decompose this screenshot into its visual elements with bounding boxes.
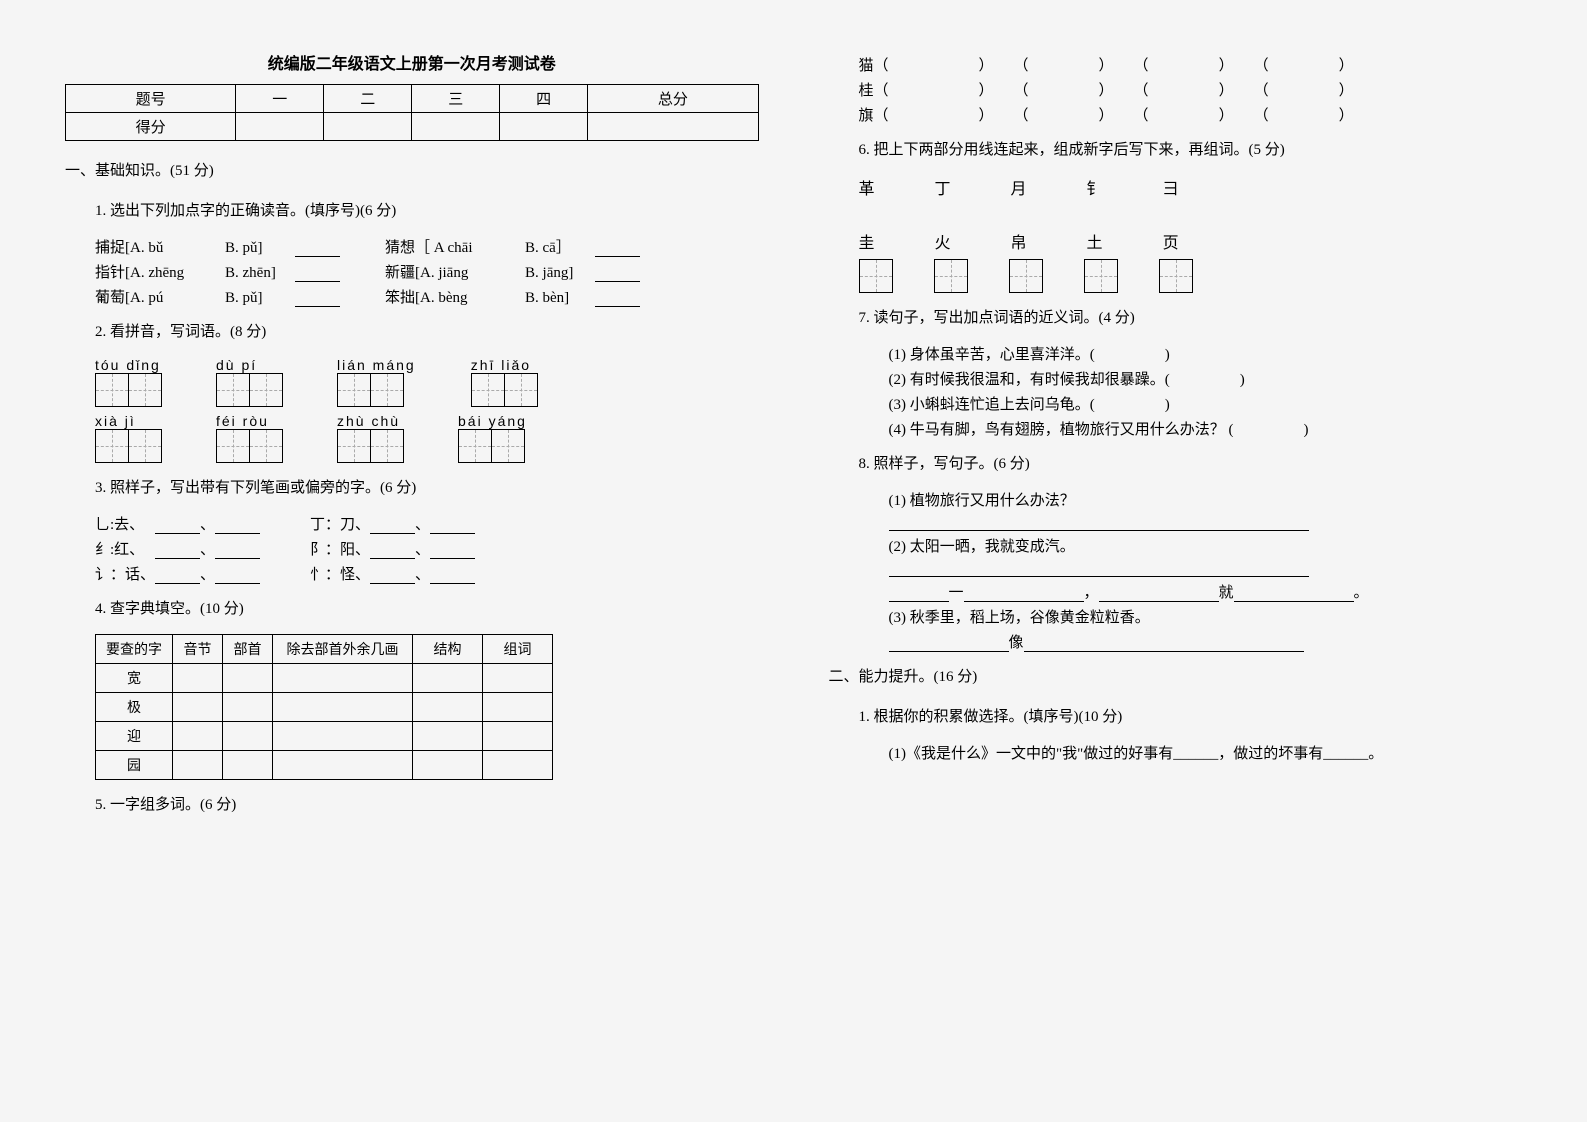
- s2-q1: 1. 根据你的积累做选择。(填序号)(10 分): [829, 702, 1523, 732]
- q7-title: 7. 读句子，写出加点词语的近义词。(4 分): [829, 303, 1523, 333]
- dict-header: 音节: [173, 635, 223, 664]
- answer-box: [1009, 259, 1043, 293]
- dict-header: 结构: [413, 635, 483, 664]
- pinyin-item: tóu dǐng: [95, 357, 161, 407]
- component: 圭: [859, 229, 875, 253]
- score-th: 一: [236, 85, 324, 113]
- q3-title: 3. 照样子，写出带有下列笔画或偏旁的字。(6 分): [65, 473, 759, 503]
- q6-bot-row: 圭火帛土页: [859, 229, 1523, 253]
- pinyin-item: lián máng: [337, 357, 416, 407]
- component: 革: [859, 175, 875, 199]
- answer-box: [1084, 259, 1118, 293]
- exam-title: 统编版二年级语文上册第一次月考测试卷: [65, 50, 759, 74]
- left-page: 统编版二年级语文上册第一次月考测试卷 题号 一 二 三 四 总分 得分 一、基础…: [30, 50, 794, 1072]
- answer-line: [889, 515, 1309, 531]
- q8-item: (1) 植物旅行又用什么办法？: [859, 489, 1523, 510]
- dict-row: 宽: [96, 664, 553, 693]
- component: 月: [1011, 175, 1027, 199]
- multi-word-row: 旗（）（）（）（）: [859, 104, 1523, 125]
- dict-header: 要查的字: [96, 635, 173, 664]
- section-1: 一、基础知识。(51 分): [65, 156, 759, 186]
- score-table: 题号 一 二 三 四 总分 得分: [65, 84, 759, 141]
- pinyin-item: xià jì: [95, 413, 161, 463]
- component: 火: [935, 229, 951, 253]
- s2-q1-item: (1)《我是什么》一文中的"我"做过的好事有______，做过的坏事有_____…: [859, 742, 1523, 763]
- dict-header: 部首: [223, 635, 273, 664]
- pinyin-item: bái yáng: [458, 413, 527, 463]
- component: 帛: [1011, 229, 1027, 253]
- pinyin-item: dù pí: [216, 357, 282, 407]
- q7-item: (2) 有时候我很温和，有时候我却很暴躁。(): [859, 368, 1523, 389]
- score-row-label: 得分: [66, 113, 236, 141]
- score-th: 题号: [66, 85, 236, 113]
- dict-header: 组词: [483, 635, 553, 664]
- q3-item: 纟:红、、阝：阳、、: [95, 538, 759, 559]
- q4-title: 4. 查字典填空。(10 分): [65, 594, 759, 624]
- score-th: 总分: [588, 85, 758, 113]
- q8-item: (3) 秋季里，稻上场，谷像黄金粒粒香。: [859, 606, 1523, 627]
- multi-word-row: 桂（）（）（）（）: [859, 79, 1523, 100]
- q6-answer-boxes: [859, 259, 1523, 293]
- dict-row: 园: [96, 751, 553, 780]
- score-th: 三: [412, 85, 500, 113]
- dict-table: 要查的字音节部首除去部首外余几画结构组词 宽极迎园: [95, 634, 553, 780]
- component: 钅: [1087, 175, 1103, 199]
- section-2: 二、能力提升。(16 分): [829, 662, 1523, 692]
- q2-title: 2. 看拼音，写词语。(8 分): [65, 317, 759, 347]
- component: 土: [1087, 229, 1103, 253]
- dict-row: 极: [96, 693, 553, 722]
- q1-item: 指针[A. zhēngB. zhēn] 新疆[A. jiāngB. jāng]: [95, 261, 759, 282]
- answer-box: [1159, 259, 1193, 293]
- score-th: 二: [324, 85, 412, 113]
- q8-item: (2) 太阳一晒，我就变成汽。: [859, 535, 1523, 556]
- dict-header: 除去部首外余几画: [273, 635, 413, 664]
- component: 丁: [935, 175, 951, 199]
- q1-item: 捕捉[A. bǔB. pǔ] 猜想［ A chāiB. cā］: [95, 236, 759, 257]
- multi-word-row: 猫（）（）（）（）: [859, 54, 1523, 75]
- q6-title: 6. 把上下两部分用线连起来，组成新字后写下来，再组词。(5 分): [829, 135, 1523, 165]
- pinyin-row: xià jì féi ròu zhù chù bái yáng: [95, 413, 759, 463]
- component: 页: [1163, 229, 1179, 253]
- q1-title: 1. 选出下列加点字的正确读音。(填序号)(6 分): [65, 196, 759, 226]
- q7-item: (3) 小蝌蚪连忙追上去问乌龟。(): [859, 393, 1523, 414]
- q3-item: 乚:去、、丁：刀、、: [95, 513, 759, 534]
- answer-line: [889, 561, 1309, 577]
- q1-item: 葡萄[A. púB. pǔ] 笨拙[A. bèngB. bèn]: [95, 286, 759, 307]
- component: 彐: [1163, 175, 1179, 199]
- q7-item: (4) 牛马有脚，鸟有翅膀，植物旅行又用什么办法？ (): [859, 418, 1523, 439]
- q6-top-row: 革丁月钅彐: [859, 175, 1523, 199]
- pinyin-row: tóu dǐng dù pí lián máng zhī liǎo: [95, 357, 759, 407]
- pinyin-item: féi ròu: [216, 413, 282, 463]
- q3-item: 讠：话、、忄：怪、、: [95, 563, 759, 584]
- dict-row: 迎: [96, 722, 553, 751]
- pinyin-item: zhī liǎo: [471, 357, 537, 407]
- pinyin-item: zhù chù: [337, 413, 403, 463]
- q8-fill: 一，就。: [859, 581, 1523, 602]
- right-page: 猫（）（）（）（） 桂（）（）（）（） 旗（）（）（）（） 6. 把上下两部分用线连…: [794, 50, 1558, 1072]
- q8-fill: 像: [859, 631, 1523, 652]
- score-th: 四: [500, 85, 588, 113]
- q7-item: (1) 身体虽辛苦，心里喜洋洋。(): [859, 343, 1523, 364]
- answer-box: [859, 259, 893, 293]
- q5-title: 5. 一字组多词。(6 分): [65, 790, 759, 820]
- answer-box: [934, 259, 968, 293]
- q8-title: 8. 照样子，写句子。(6 分): [829, 449, 1523, 479]
